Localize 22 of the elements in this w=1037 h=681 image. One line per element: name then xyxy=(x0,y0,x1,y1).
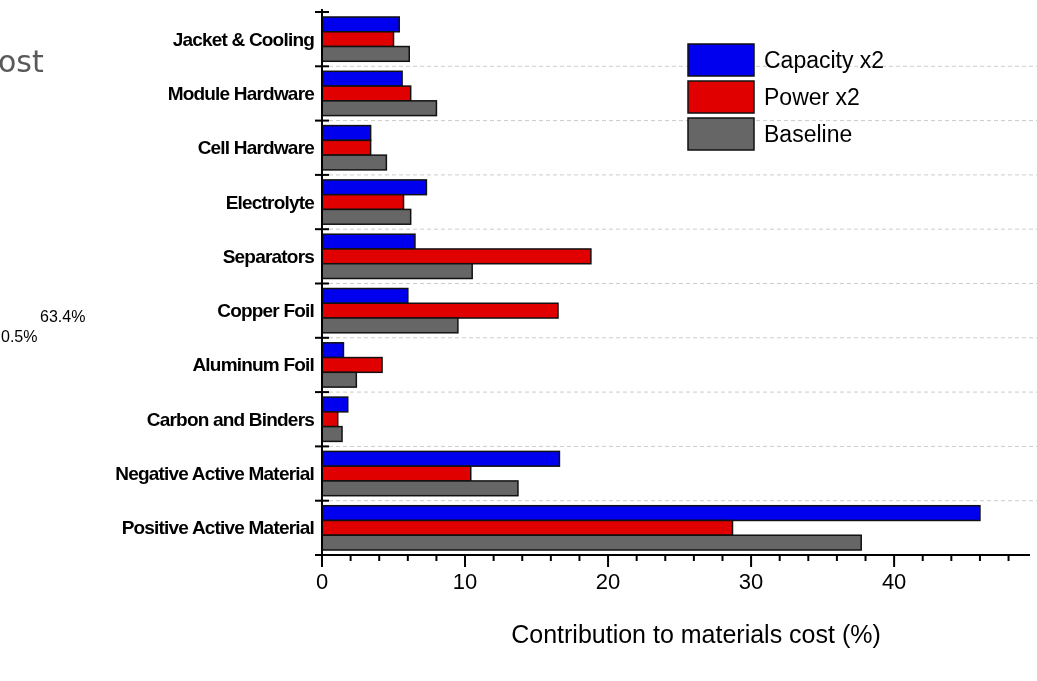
y-tick-label: Carbon and Binders xyxy=(146,408,315,430)
x-tick-label: 20 xyxy=(595,569,621,594)
y-tick-label: Cell Hardware xyxy=(197,137,315,159)
y-tick-label: Copper Foil xyxy=(217,300,314,322)
legend-label: Baseline xyxy=(764,121,853,147)
text: 63.4% xyxy=(40,308,86,325)
legend-label: Capacity x2 xyxy=(764,47,885,73)
text: 0.5% xyxy=(1,328,38,345)
y-tick-label: Electrolyte xyxy=(225,191,315,213)
x-tick-label: 0 xyxy=(315,569,329,594)
x-tick-label: 40 xyxy=(881,569,907,594)
y-tick-label: Negative Active Material xyxy=(115,463,314,485)
y-tick-label: Positive Active Material xyxy=(121,517,314,539)
x-axis-title: Contribution to materials cost (%) xyxy=(511,620,881,648)
y-tick-label: Jacket & Cooling xyxy=(172,28,315,50)
y-tick-label: Separators xyxy=(222,245,315,267)
y-tick-label: Aluminum Foil xyxy=(192,354,314,376)
text: ost xyxy=(0,44,44,79)
legend-label: Power x2 xyxy=(764,84,860,110)
y-tick-label: Module Hardware xyxy=(167,82,315,104)
x-tick-label: 10 xyxy=(452,569,478,594)
x-tick-label: 30 xyxy=(738,569,764,594)
